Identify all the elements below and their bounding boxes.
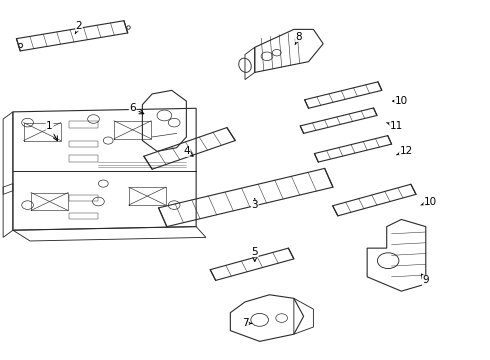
Text: 3: 3 xyxy=(251,199,258,210)
Text: 12: 12 xyxy=(396,146,413,156)
Text: 8: 8 xyxy=(295,32,302,45)
Text: 9: 9 xyxy=(421,274,429,285)
Text: 5: 5 xyxy=(251,247,258,261)
Text: 2: 2 xyxy=(75,21,82,34)
Text: 1: 1 xyxy=(46,121,57,141)
Text: 11: 11 xyxy=(387,121,403,131)
Text: 10: 10 xyxy=(421,197,437,207)
Text: 10: 10 xyxy=(392,96,408,106)
Text: 4: 4 xyxy=(183,146,193,156)
Text: 7: 7 xyxy=(242,319,252,328)
Text: 6: 6 xyxy=(129,103,144,114)
